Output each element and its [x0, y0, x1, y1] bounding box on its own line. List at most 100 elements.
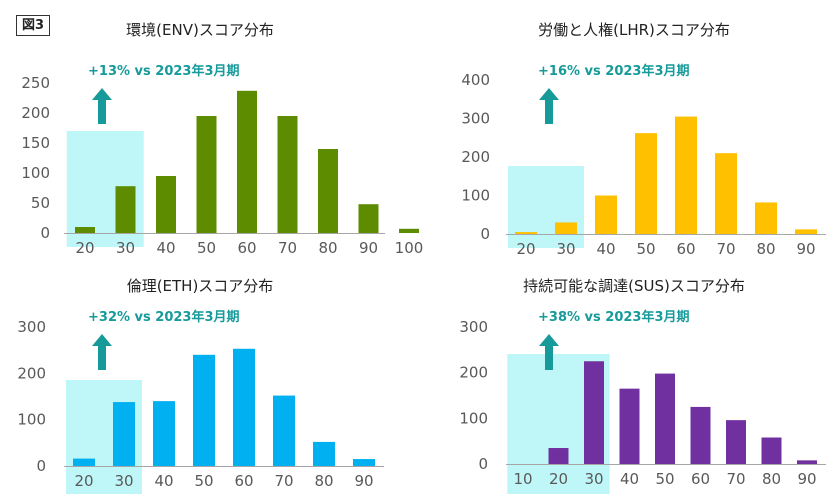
x-tick-label: 20: [75, 239, 94, 257]
x-tick-label: 60: [676, 240, 695, 258]
x-tick-label: 30: [556, 240, 575, 258]
x-tick-label: 20: [516, 240, 535, 258]
x-tick-label: 80: [756, 240, 775, 258]
x-tick-label: 10: [513, 470, 532, 488]
x-tick-label: 50: [636, 240, 655, 258]
bar: [75, 227, 95, 233]
y-tick-label: 0: [478, 455, 488, 473]
x-tick-label: 90: [796, 240, 815, 258]
bar: [193, 354, 215, 466]
y-tick-label: 150: [21, 134, 50, 152]
x-tick-label: 30: [116, 239, 135, 257]
x-tick-label: 20: [74, 472, 93, 490]
bar: [399, 228, 419, 233]
x-tick-label: 30: [584, 470, 603, 488]
bar: [153, 401, 175, 466]
bar: [795, 229, 817, 234]
growth-annotation: +13% vs 2023年3月期: [88, 64, 240, 79]
bar: [318, 149, 338, 233]
sus-score-chart: 持続可能な調達(SUS)スコア分布 +38% vs 2023年3月期 0 100 2…: [430, 276, 838, 500]
y-tick-label: 100: [461, 187, 490, 205]
eth-score-chart: 倫理(ETH)スコア分布 +32% vs 2023年3月期 0 100 200 300…: [0, 276, 400, 500]
y-tick-label: 400: [461, 71, 490, 89]
x-tick-label: 70: [278, 239, 297, 257]
x-tick-label: 90: [359, 239, 378, 257]
x-tick-label: 60: [234, 472, 253, 490]
chart-title: 持続可能な調達(SUS)スコア分布: [523, 277, 745, 295]
bar: [690, 406, 711, 464]
bar: [584, 361, 604, 464]
x-tick-label: 80: [314, 472, 333, 490]
x-tick-label: 30: [114, 472, 133, 490]
up-arrow-icon: [539, 334, 559, 370]
chart-title: 労働と人権(LHR)スコア分布: [538, 21, 730, 39]
bar: [233, 348, 255, 466]
bar: [313, 441, 335, 466]
growth-annotation: +16% vs 2023年3月期: [538, 64, 690, 79]
chart-title: 環境(ENV)スコア分布: [126, 21, 274, 39]
bar: [715, 153, 737, 234]
highlight-region: [508, 166, 584, 248]
bar: [515, 232, 537, 234]
bar: [73, 458, 95, 466]
x-tick-label: 70: [716, 240, 735, 258]
bar: [277, 116, 298, 233]
bar: [655, 373, 675, 464]
growth-annotation: +32% vs 2023年3月期: [88, 310, 240, 325]
y-tick-label: 0: [480, 225, 490, 243]
growth-annotation: +38% vs 2023年3月期: [538, 310, 690, 325]
y-tick-label: 200: [21, 104, 50, 122]
y-tick-label: 0: [40, 224, 50, 242]
x-tick-label: 80: [762, 470, 781, 488]
x-tick-label: 60: [237, 239, 256, 257]
figure-label: 図3: [16, 15, 51, 36]
bar: [548, 448, 569, 464]
y-tick-label: 250: [21, 74, 50, 92]
y-tick-label: 300: [461, 110, 490, 128]
x-tick-label: 40: [620, 470, 639, 488]
chart-plot: 0 50 100 150 200 250 20 30 40 50 60 70 80 90 100: [21, 74, 423, 257]
bar: [761, 437, 782, 464]
y-tick-label: 200: [459, 364, 488, 382]
chart-plot: 0 100 200 300 10 20 30 40 50 60 70 80 90: [459, 318, 826, 494]
up-arrow-icon: [539, 88, 559, 124]
bar: [273, 395, 295, 466]
bar: [113, 402, 135, 466]
y-tick-label: 0: [36, 457, 46, 475]
y-tick-label: 300: [17, 318, 46, 336]
bar: [726, 420, 746, 464]
y-tick-label: 100: [459, 409, 488, 427]
x-tick-label: 40: [154, 472, 173, 490]
bar: [156, 176, 176, 233]
y-tick-label: 200: [17, 364, 46, 382]
x-tick-label: 20: [549, 470, 568, 488]
y-tick-label: 100: [21, 164, 50, 182]
x-tick-label: 70: [726, 470, 745, 488]
chart-title: 倫理(ETH)スコア分布: [126, 277, 274, 295]
bar: [115, 186, 136, 233]
bar: [595, 195, 617, 234]
x-tick-label: 50: [197, 239, 216, 257]
bar: [555, 222, 577, 234]
up-arrow-icon: [92, 334, 112, 370]
x-tick-label: 40: [596, 240, 615, 258]
y-tick-label: 200: [461, 148, 490, 166]
x-tick-label: 90: [797, 470, 816, 488]
x-tick-label: 60: [691, 470, 710, 488]
bar: [358, 204, 379, 233]
bar: [619, 388, 640, 464]
x-tick-label: 50: [655, 470, 674, 488]
lhr-score-chart: 労働と人権(LHR)スコア分布 +16% vs 2023年3月期 0 100 200…: [430, 20, 838, 258]
x-tick-label: 50: [194, 472, 213, 490]
bar: [237, 90, 257, 233]
up-arrow-icon: [92, 88, 112, 124]
y-tick-label: 50: [31, 194, 50, 212]
x-tick-label: 100: [395, 239, 424, 257]
bar: [675, 116, 697, 234]
env-score-chart: 環境(ENV)スコア分布 +13% vs 2023年3月期 0 50 100 150 2…: [0, 20, 423, 257]
x-tick-label: 80: [318, 239, 337, 257]
x-tick-label: 70: [274, 472, 293, 490]
x-tick-label: 90: [354, 472, 373, 490]
bar: [196, 116, 217, 233]
x-tick-label: 40: [156, 239, 175, 257]
